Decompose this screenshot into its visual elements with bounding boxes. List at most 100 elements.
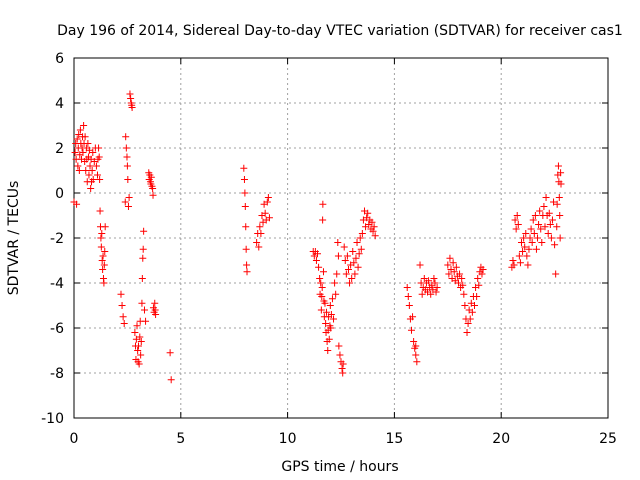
data-point — [473, 293, 481, 300]
data-point — [342, 270, 350, 278]
data-point — [348, 275, 356, 282]
x-tick-label: 20 — [492, 431, 510, 447]
x-tick-label: 10 — [279, 431, 297, 447]
data-point — [334, 239, 342, 246]
data-point — [330, 315, 338, 323]
x-tick-label: 5 — [176, 431, 185, 447]
data-point — [93, 171, 101, 179]
data-point — [319, 200, 327, 208]
data-point — [92, 162, 100, 170]
data-point — [364, 209, 372, 217]
data-point — [545, 209, 553, 217]
data-point — [242, 245, 250, 253]
data-point — [142, 317, 150, 325]
data-point — [371, 232, 379, 240]
data-point — [532, 245, 540, 253]
y-tick-label: -8 — [50, 366, 64, 382]
data-point — [324, 347, 332, 354]
data-point — [241, 203, 249, 210]
data-point — [352, 254, 360, 262]
data-point — [432, 288, 440, 296]
data-point — [120, 320, 128, 327]
data-point — [350, 259, 358, 267]
data-point — [256, 223, 264, 231]
data-point — [100, 261, 108, 269]
data-point — [253, 239, 261, 246]
data-point — [139, 254, 147, 262]
data-point — [321, 299, 329, 307]
data-point — [88, 167, 96, 174]
y-tick-label: -2 — [50, 231, 64, 247]
data-point — [556, 234, 564, 242]
data-point — [152, 311, 160, 318]
data-point — [73, 200, 81, 208]
data-point — [357, 245, 365, 253]
data-point — [340, 243, 348, 251]
data-point — [460, 290, 468, 298]
data-point — [76, 126, 84, 134]
data-point — [534, 234, 542, 242]
data-point — [75, 131, 83, 138]
data-point — [524, 261, 532, 269]
y-tick-label: 6 — [55, 51, 64, 67]
data-point — [412, 351, 420, 359]
data-point — [86, 162, 94, 170]
data-point — [81, 133, 89, 141]
data-point — [336, 351, 344, 359]
data-point — [140, 306, 148, 314]
data-point — [331, 279, 339, 287]
data-point — [166, 349, 174, 357]
data-point — [87, 185, 95, 192]
data-point — [123, 153, 131, 161]
data-point — [139, 245, 147, 253]
data-point — [149, 185, 157, 192]
data-point — [358, 230, 366, 237]
data-point — [314, 250, 322, 258]
data-point — [368, 218, 376, 226]
data-point — [456, 270, 464, 278]
data-point — [344, 266, 352, 273]
data-point — [126, 90, 134, 98]
data-point — [542, 194, 550, 201]
data-point — [547, 234, 555, 242]
data-point — [425, 277, 433, 285]
data-point — [515, 252, 523, 260]
data-point — [333, 270, 341, 278]
data-points — [70, 90, 565, 384]
data-point — [531, 212, 539, 219]
data-point — [355, 250, 363, 258]
data-point — [554, 162, 562, 170]
data-point — [82, 167, 90, 174]
data-point — [119, 313, 127, 321]
data-point — [536, 207, 544, 215]
data-point — [370, 223, 378, 231]
chart-title: Day 196 of 2014, Sidereal Day-to-day VTE… — [57, 23, 623, 39]
data-point — [264, 194, 272, 201]
data-point — [458, 275, 466, 282]
data-point — [322, 308, 330, 316]
data-point — [339, 369, 347, 377]
data-point — [516, 259, 524, 267]
data-point — [409, 313, 417, 321]
data-point — [138, 275, 146, 282]
data-point — [99, 252, 107, 260]
x-tick-label: 15 — [385, 431, 403, 447]
data-point — [513, 212, 521, 219]
data-point — [317, 279, 325, 287]
data-point — [351, 270, 359, 278]
data-point — [454, 279, 462, 287]
data-point — [167, 376, 175, 384]
data-point — [255, 243, 263, 251]
data-point — [318, 293, 326, 300]
data-point — [327, 324, 335, 332]
data-point — [446, 254, 454, 262]
data-point — [117, 290, 125, 298]
x-axis-title: GPS time / hours — [281, 459, 398, 475]
data-point — [84, 140, 92, 147]
data-point — [243, 268, 251, 276]
data-point — [529, 216, 537, 224]
data-point — [403, 284, 411, 291]
data-point — [257, 230, 265, 237]
data-point — [135, 360, 143, 368]
